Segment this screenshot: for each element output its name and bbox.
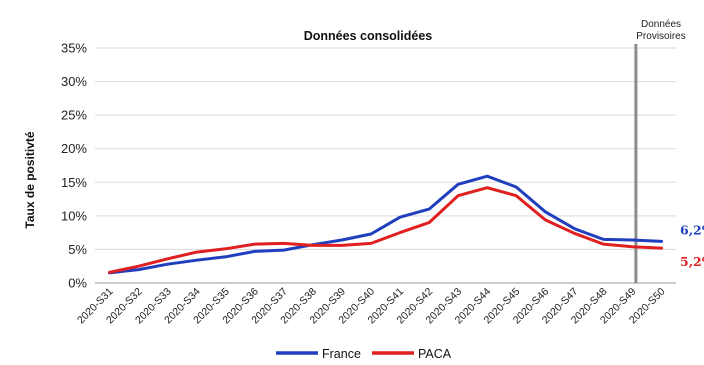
y-tick-label: 5% <box>68 242 87 257</box>
y-tick-label: 25% <box>61 108 87 123</box>
y-axis-label: Taux de positivté <box>23 131 37 228</box>
legend-label-paca: PACA <box>418 347 452 361</box>
paca-end-label: 5,2% <box>680 254 704 269</box>
y-tick-label: 10% <box>61 208 87 223</box>
chart-title: Données consolidées <box>304 29 433 43</box>
series-lines <box>108 174 663 275</box>
y-tick-label: 0% <box>68 276 87 291</box>
y-tick-label: 30% <box>61 74 87 89</box>
provisional-label-line1: Données <box>641 19 681 30</box>
series-line-france <box>108 174 663 275</box>
series-line-paca <box>108 186 663 274</box>
x-axis-ticks: 2020-S312020-S322020-S332020-S342020-S35… <box>75 286 668 327</box>
y-tick-label: 35% <box>61 41 87 56</box>
gridlines <box>95 47 676 250</box>
y-tick-label: 20% <box>61 141 87 156</box>
y-axis-ticks: 0% 5% 10% 15% 20% 25% 30% 35% <box>61 41 87 291</box>
legend: France PACA <box>276 347 452 361</box>
legend-label-france: France <box>322 347 361 361</box>
y-tick-label: 15% <box>61 175 87 190</box>
france-end-label: 6,2% <box>680 222 704 237</box>
provisional-label-line2: Provisoires <box>636 31 685 42</box>
